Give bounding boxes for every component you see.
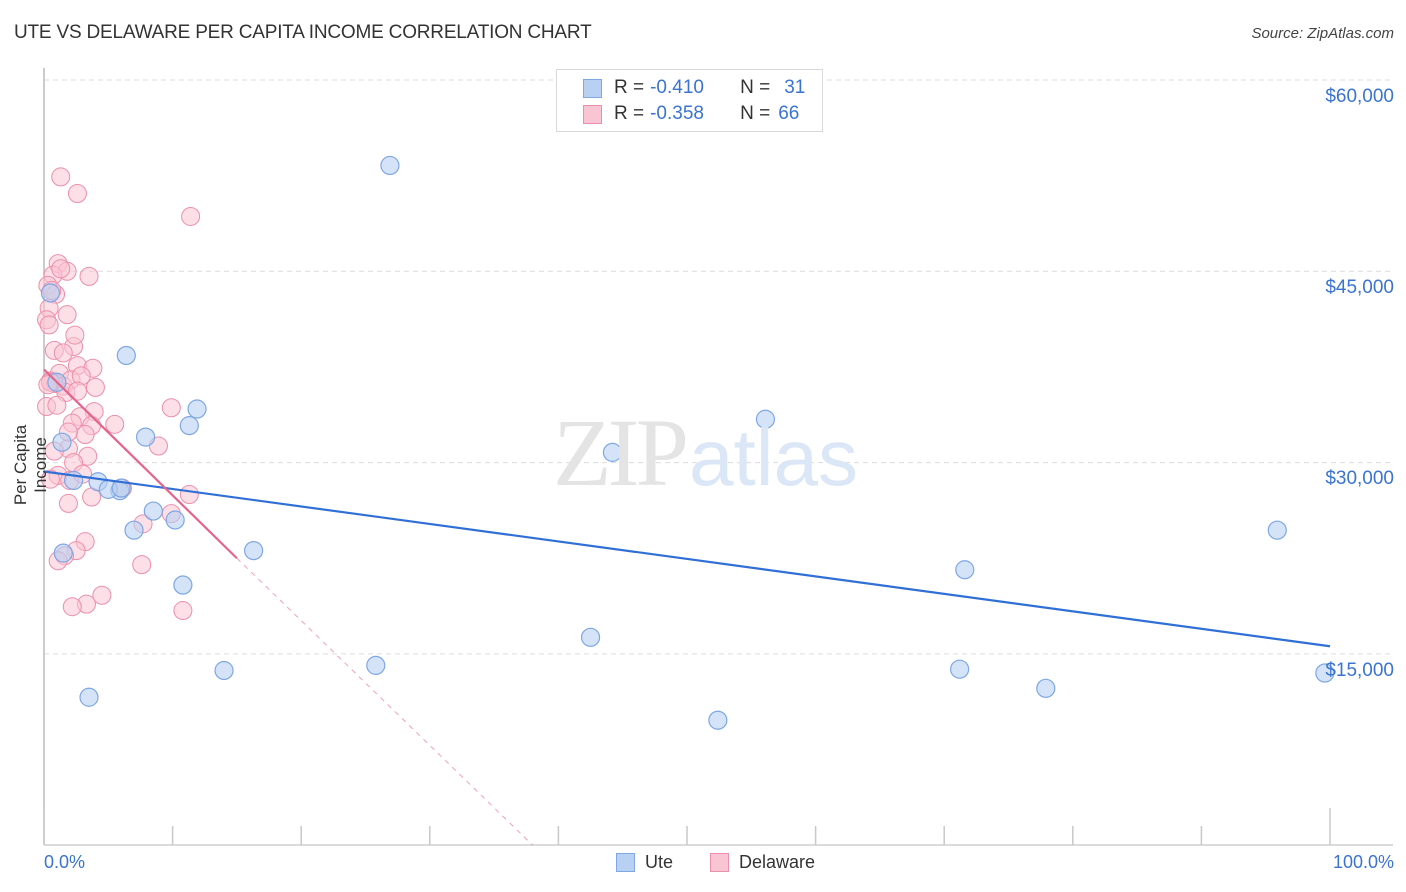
ute-point[interactable] [1267,520,1287,540]
delaware-legend-icon [710,853,729,872]
delaware-point[interactable] [39,315,59,335]
x-tick-100: 100.0% [1332,852,1394,872]
delaware-point[interactable] [67,184,87,204]
ute-point[interactable] [580,627,601,647]
ute-point[interactable] [173,575,193,595]
chart-title: UTE VS DELAWARE PER CAPITA INCOME CORREL… [14,22,592,43]
delaware-point[interactable] [67,381,87,401]
ute-point[interactable] [116,345,136,366]
delaware-point[interactable] [92,585,112,605]
ute-point[interactable] [143,501,163,521]
ute-point[interactable] [165,510,185,530]
delaware-point[interactable] [173,601,193,621]
ute-point[interactable] [708,710,728,730]
ute-point[interactable] [380,155,400,176]
ute-point[interactable] [1315,663,1335,683]
watermark: ZIPatlas [553,399,858,506]
delaware-point[interactable] [179,484,199,504]
ute-point[interactable] [955,560,975,580]
axes [43,68,1393,846]
y-tick-30000: $30,000 [1325,468,1394,489]
ute-point[interactable] [1036,678,1056,698]
legend-row-ute: R = -0.410 N = 31 [583,76,805,100]
ute-point[interactable] [40,283,61,303]
ute-point[interactable] [179,416,199,436]
y-tick-45000: $45,000 [1325,277,1394,298]
delaware-point[interactable] [105,414,125,434]
ute-trend-line [43,470,1331,648]
delaware-point[interactable] [132,555,152,575]
ute-legend-icon [616,853,635,872]
delaware-point[interactable] [53,343,73,363]
delaware-point[interactable] [58,493,78,513]
delaware-trend-line [43,368,238,560]
bottom-legend-delaware[interactable]: Delaware [710,852,815,873]
bottom-legend-ute[interactable]: Ute [616,852,673,873]
ute-swatch-icon [583,78,602,98]
ute-point[interactable] [214,660,234,681]
delaware-point[interactable] [75,425,95,445]
trend-lines [43,368,1331,846]
delaware-point[interactable] [181,206,201,226]
source-label: Source: ZipAtlas.com [1251,25,1394,42]
delaware-point[interactable] [51,167,71,187]
delaware-point[interactable] [65,325,85,345]
delaware-point[interactable] [40,469,60,489]
delaware-point[interactable] [85,377,105,397]
ute-point[interactable] [950,659,970,679]
delaware-point[interactable] [57,305,77,325]
x-tick-0: 0.0% [44,852,86,872]
ute-point[interactable] [602,442,623,462]
ute-point[interactable] [53,543,73,563]
delaware-point[interactable] [51,259,71,279]
delaware-trend-extension [236,557,534,846]
delaware-point[interactable] [79,266,99,286]
delaware-point[interactable] [161,398,181,418]
y-tick-60000: $60,000 [1325,86,1394,107]
ute-point[interactable] [244,540,264,561]
stats-legend: R = -0.410 N = 31 R = -0.358 N = 66 [556,69,823,132]
ute-point[interactable] [79,687,99,707]
ute-point[interactable] [52,432,72,452]
delaware-swatch-icon [583,104,602,124]
ute-point[interactable] [124,520,144,540]
legend-row-delaware: R = -0.358 N = 66 [583,102,799,126]
ute-point[interactable] [187,399,207,419]
y-tick-15000: $15,000 [1325,660,1394,681]
delaware-point[interactable] [47,395,67,415]
ute-point[interactable] [366,655,386,675]
ute-point[interactable] [755,409,776,429]
delaware-point[interactable] [62,597,82,617]
y-axis-label: Per Capita Income [11,424,50,506]
ute-point[interactable] [135,427,156,447]
ute-points [40,155,1335,730]
